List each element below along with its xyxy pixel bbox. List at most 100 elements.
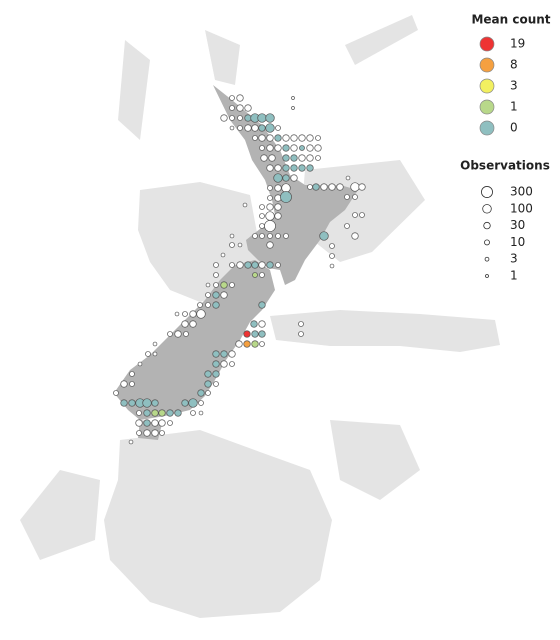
- point: [251, 340, 259, 348]
- point: [275, 233, 281, 239]
- legend-swatch: [479, 36, 495, 52]
- point: [252, 135, 258, 141]
- legend-size: [483, 221, 491, 230]
- point: [220, 360, 228, 368]
- point: [298, 154, 306, 162]
- point: [260, 154, 268, 162]
- legend-label: 10: [510, 235, 525, 249]
- point: [344, 223, 350, 229]
- point: [128, 399, 136, 407]
- point: [229, 262, 235, 268]
- point: [290, 134, 298, 142]
- point: [129, 371, 135, 377]
- point: [189, 320, 197, 328]
- point: [212, 291, 220, 299]
- point: [205, 282, 211, 288]
- point: [220, 252, 226, 258]
- point: [220, 350, 228, 358]
- point: [306, 164, 314, 172]
- point: [314, 144, 322, 152]
- legend-swatch: [479, 120, 495, 136]
- point: [306, 134, 314, 142]
- point: [213, 272, 219, 278]
- point: [229, 282, 235, 288]
- point: [129, 381, 135, 387]
- point: [259, 272, 265, 278]
- point: [282, 174, 290, 182]
- point: [312, 183, 320, 191]
- point: [252, 272, 258, 278]
- point: [259, 213, 265, 219]
- point: [258, 134, 266, 142]
- point: [151, 429, 159, 437]
- point: [136, 410, 142, 416]
- point: [274, 184, 282, 192]
- point: [306, 154, 314, 162]
- point: [258, 330, 266, 338]
- legend-label: 3: [510, 79, 518, 93]
- point: [213, 262, 219, 268]
- point: [229, 242, 235, 248]
- point: [229, 115, 235, 121]
- point: [237, 115, 243, 121]
- point: [228, 350, 236, 358]
- point: [229, 125, 235, 131]
- land-shape: [104, 430, 332, 618]
- point: [243, 330, 251, 338]
- legend-label: 300: [510, 185, 533, 199]
- point: [213, 381, 219, 387]
- point: [265, 123, 275, 133]
- point: [275, 125, 281, 131]
- point: [113, 390, 119, 396]
- point: [229, 105, 235, 111]
- point: [266, 134, 274, 142]
- point: [344, 194, 350, 200]
- point: [266, 261, 274, 269]
- point: [258, 261, 266, 269]
- point: [237, 242, 243, 248]
- point: [242, 202, 248, 208]
- land-shape: [270, 310, 500, 352]
- point: [265, 211, 275, 221]
- legend-swatch: [479, 78, 495, 94]
- point: [345, 175, 351, 181]
- point: [151, 399, 159, 407]
- point: [307, 184, 313, 190]
- legend-title: Mean count: [471, 13, 550, 27]
- point: [259, 204, 265, 210]
- point: [274, 164, 282, 172]
- point: [267, 185, 273, 191]
- point: [258, 124, 266, 132]
- point: [183, 331, 189, 337]
- legend: Mean count Observations 1983103001003010…: [460, 13, 551, 283]
- point: [181, 320, 189, 328]
- point: [265, 113, 275, 123]
- point: [120, 380, 128, 388]
- legend-size: [484, 256, 490, 262]
- point: [174, 311, 180, 317]
- point: [235, 340, 243, 348]
- point: [298, 134, 306, 142]
- legend-size: [481, 186, 493, 198]
- point: [229, 95, 235, 101]
- point: [298, 321, 304, 327]
- point: [267, 195, 273, 201]
- legend-label: 1: [510, 100, 518, 114]
- point: [274, 134, 282, 142]
- point: [135, 419, 143, 427]
- point: [259, 223, 265, 229]
- point: [220, 291, 228, 299]
- point: [251, 330, 259, 338]
- point: [167, 331, 173, 337]
- point: [205, 302, 211, 308]
- point: [274, 144, 282, 152]
- point: [243, 340, 251, 348]
- point: [352, 194, 358, 200]
- land-shape: [330, 420, 420, 500]
- point: [283, 233, 289, 239]
- legend-size: [482, 204, 492, 214]
- point: [128, 439, 134, 445]
- point: [250, 320, 258, 328]
- point: [142, 398, 152, 408]
- point: [236, 261, 244, 269]
